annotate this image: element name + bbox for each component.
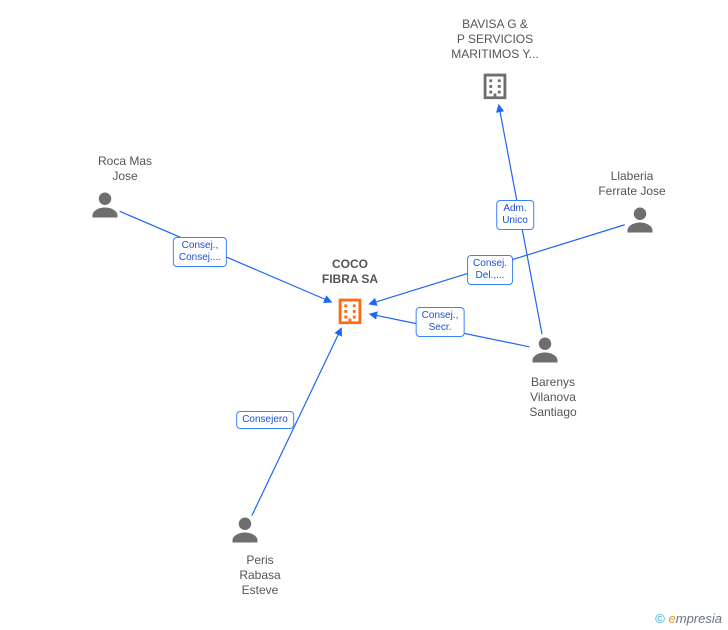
edge-label-barenys-coco: Consej., Secr. [416,307,465,337]
edge-label-llaberia-coco: Consej. Del.,... [467,255,513,285]
building-icon [478,89,512,106]
edge-label-barenys-bavisa: Adm. Unico [496,200,534,230]
building-icon [333,314,367,331]
person-icon [230,532,260,549]
copyright-symbol: © [655,611,665,626]
person-icon [530,352,560,369]
node-label: Roca Mas Jose [55,154,195,184]
node-label: Peris Rabasa Esteve [190,553,330,598]
node-label: BAVISA G & P SERVICIOS MARITIMOS Y... [425,17,565,62]
node-label: COCO FIBRA SA [280,257,420,287]
attribution: © empresia [655,611,722,626]
brand-name: empresia [669,611,722,626]
edge-label-peris-coco: Consejero [236,411,294,429]
edge-label-roca-coco: Consej., Consej.... [173,237,227,267]
node-label: Barenys Vilanova Santiago [483,375,623,420]
person-icon [625,222,655,239]
network-diagram: COCO FIBRA SA BAVISA G & P SERVICIOS MARI… [0,0,728,630]
node-label: Llaberia Ferrate Jose [562,169,702,199]
person-icon [90,207,120,224]
